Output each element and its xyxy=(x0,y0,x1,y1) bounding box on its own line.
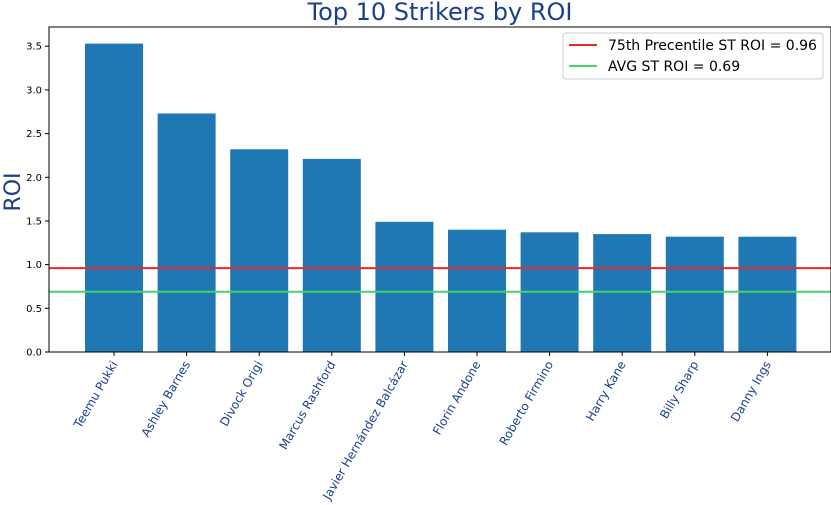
y-tick-label-7: 3.5 xyxy=(26,42,42,53)
x-tick-label-0: Teemu Pukki xyxy=(70,359,120,432)
bar-4 xyxy=(375,221,434,352)
bar-0 xyxy=(85,43,143,352)
x-tick-label-8: Billy Sharp xyxy=(657,359,701,422)
x-tick-label-7: Harry Kane xyxy=(583,359,629,424)
bar-3 xyxy=(302,158,361,352)
chart-title: Top 10 Strikers by ROI xyxy=(307,0,573,26)
x-tick-label-9: Danny Ings xyxy=(728,359,774,425)
legend-box xyxy=(562,32,824,80)
legend: 75th Precentile ST ROI = 0.96 AVG ST ROI … xyxy=(562,32,824,80)
y-tick-label-0: 0.0 xyxy=(26,348,42,359)
bar-2 xyxy=(230,149,289,352)
x-tick-label-3: Marcus Rashford xyxy=(276,359,338,452)
y-tick-label-2: 1.0 xyxy=(26,260,42,271)
bar-9 xyxy=(738,236,797,352)
x-tick-label-6: Roberto Firmino xyxy=(497,359,557,448)
y-tick-label-1: 0.5 xyxy=(26,304,42,315)
legend-label-0: 75th Precentile ST ROI = 0.96 xyxy=(608,38,817,54)
x-tick-label-1: Ashley Barnes xyxy=(138,359,193,440)
y-tick-label-4: 2.0 xyxy=(26,173,42,184)
y-tick-label-3: 1.5 xyxy=(26,217,42,228)
x-tick-label-5: Florin Andone xyxy=(430,359,484,438)
legend-label-1: AVG ST ROI = 0.69 xyxy=(608,59,740,75)
bar-7 xyxy=(593,234,652,352)
x-tick-label-4: Javier Hernández Balcázar xyxy=(320,358,412,503)
y-axis-ticks: 0.0 0.5 1.0 1.5 2.0 2.5 3.0 3.5 xyxy=(26,42,49,359)
y-axis-label: ROI xyxy=(1,172,26,211)
bar-8 xyxy=(665,236,724,352)
x-tick-label-2: Divock Origi xyxy=(217,359,266,429)
reference-lines-group xyxy=(49,267,831,293)
y-tick-label-5: 2.5 xyxy=(26,129,42,140)
bar-1 xyxy=(157,113,216,352)
x-axis-ticks: Teemu Pukki Ashley Barnes Divock Origi Marc… xyxy=(70,352,774,503)
y-tick-label-6: 3.0 xyxy=(26,85,42,96)
plot-frame xyxy=(48,26,831,353)
bars-group xyxy=(85,43,797,352)
